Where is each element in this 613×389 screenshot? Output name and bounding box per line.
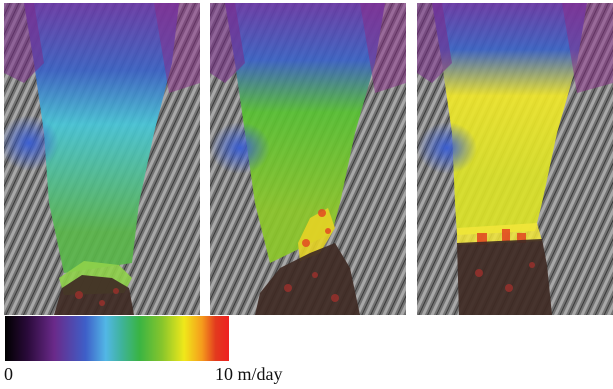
glacier-velocity-image-1 bbox=[4, 3, 200, 315]
glacier-velocity-image-2 bbox=[210, 3, 406, 315]
colorbar-min-label: 0 bbox=[4, 364, 13, 384]
colorbar-max-label: 10 m/day bbox=[215, 364, 283, 384]
velocity-panel-3 bbox=[417, 3, 613, 315]
velocity-panel-1 bbox=[4, 3, 200, 315]
velocity-colorbar bbox=[5, 316, 229, 361]
velocity-panel-2 bbox=[210, 3, 406, 315]
glacier-velocity-image-3 bbox=[417, 3, 613, 315]
